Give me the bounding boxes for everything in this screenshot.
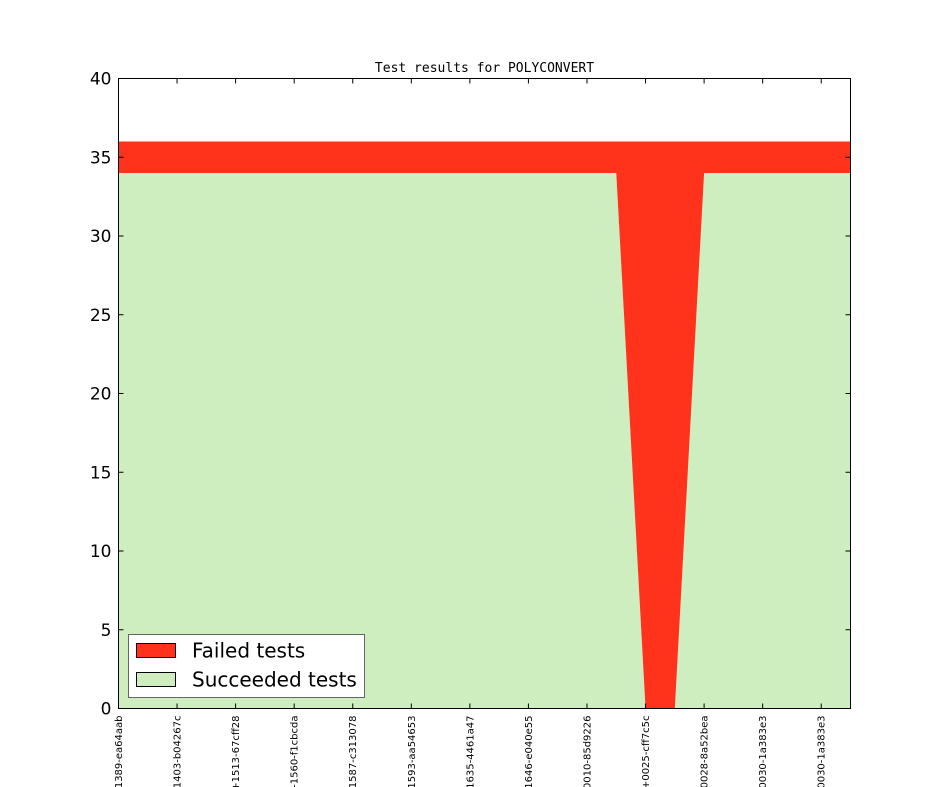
x-tick-label: +1513-67cff28 <box>231 716 242 787</box>
y-tick-label: 15 <box>90 463 112 483</box>
y-tick-label: 30 <box>90 227 112 247</box>
chart-areas <box>118 141 851 709</box>
x-tick-label: 1403-b04267c <box>173 716 184 787</box>
y-tick-label: 0 <box>101 700 112 720</box>
y-tick-label: 5 <box>101 621 112 641</box>
y-axis: 0 5 10 15 20 25 30 35 40 <box>90 70 851 720</box>
y-tick-label: 10 <box>90 542 112 562</box>
legend-swatch-failed-tests <box>136 643 176 658</box>
y-tick-label: 35 <box>90 148 112 168</box>
x-tick-label: 0010-85d9226 <box>582 716 593 787</box>
area-succeeded-tests <box>118 173 851 709</box>
x-tick-label: 1593-aa54653 <box>407 716 418 787</box>
legend: Failed tests Succeeded tests <box>128 634 365 698</box>
x-tick-label: 1635-4461a47 <box>465 716 476 787</box>
x-tick-label: 1587-c313078 <box>348 716 359 787</box>
x-tick-label: 0030-1a383e3 <box>758 716 769 787</box>
area-failed-tests <box>118 141 851 709</box>
x-tick-label: -1560-f1cbcda <box>290 716 301 787</box>
x-tick-label: 1389-ea64aab <box>114 716 125 787</box>
x-tick-label: 0028-8a52bea <box>700 716 711 787</box>
x-axis: 1389-ea64aab 1403-b04267c +1513-67cff28 -15… <box>114 78 828 787</box>
y-tick-label: 40 <box>90 70 112 90</box>
chart-title: Test results for POLYCONVERT <box>375 61 594 76</box>
legend-label-succeeded-tests: Succeeded tests <box>192 668 357 692</box>
x-tick-label: 1646-e040e55 <box>524 716 535 787</box>
legend-label-failed-tests: Failed tests <box>192 639 305 663</box>
y-tick-label: 20 <box>90 385 112 405</box>
legend-swatch-succeeded-tests <box>136 672 176 687</box>
x-tick-label: 0030-1a383e3 <box>817 716 828 787</box>
y-tick-label: 25 <box>90 306 112 326</box>
x-tick-label: +0025-cff7c5c <box>641 716 652 787</box>
